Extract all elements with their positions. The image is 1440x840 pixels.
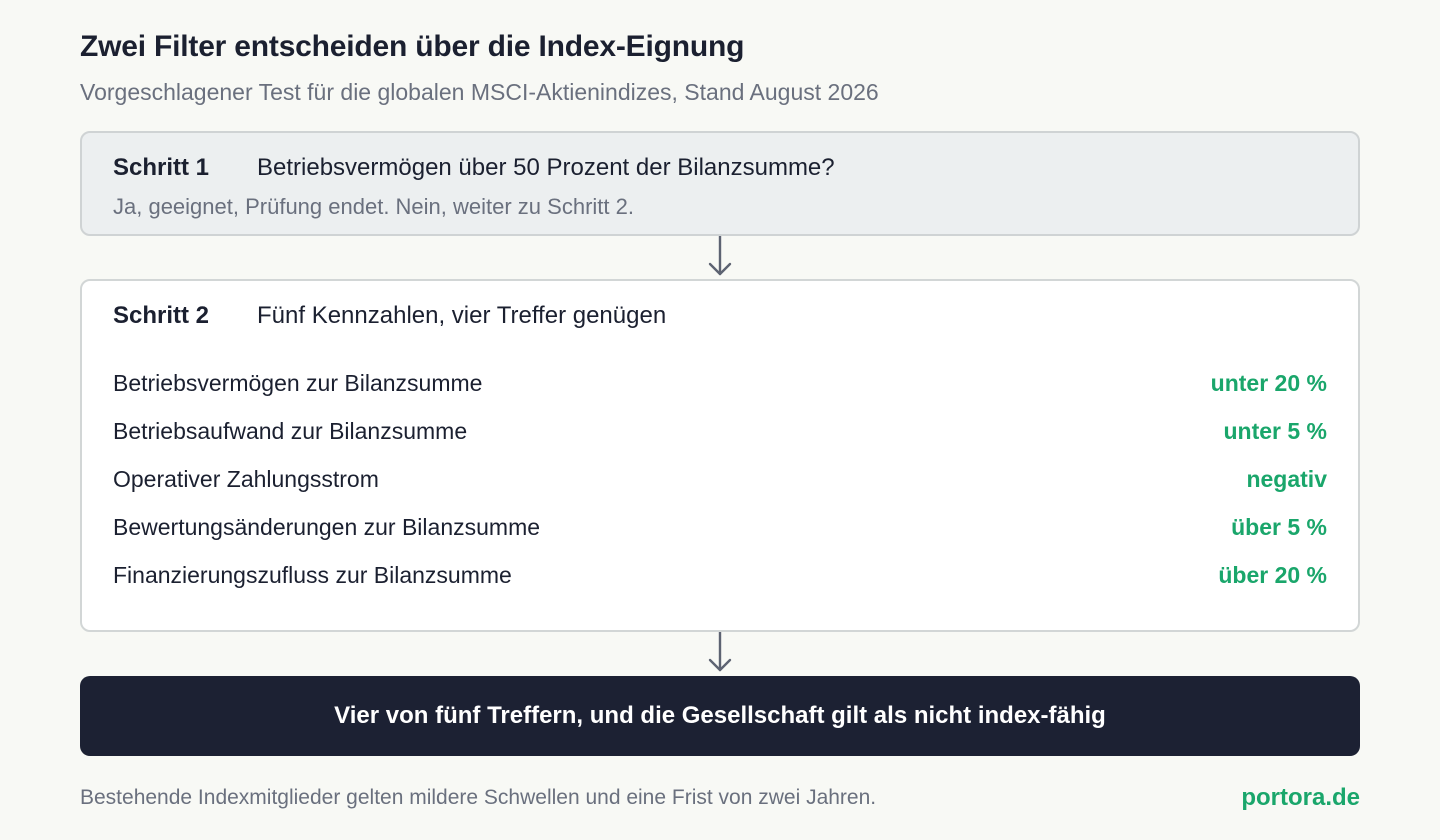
result-text: Vier von fünf Treffern, und die Gesellsc…: [334, 702, 1106, 729]
criteria-list: Betriebsvermögen zur Bilanzsumme unter 2…: [113, 359, 1327, 599]
criterion-name: Betriebsvermögen zur Bilanzsumme: [113, 369, 483, 396]
step-2-box: Schritt 2 Fünf Kennzahlen, vier Treffer …: [80, 279, 1360, 632]
criterion-threshold: unter 20 %: [1210, 369, 1327, 396]
criterion-name: Bewertungsänderungen zur Bilanzsumme: [113, 513, 541, 540]
page-title: Zwei Filter entscheiden über die Index-E…: [80, 30, 745, 63]
criterion-threshold: über 20 %: [1218, 561, 1327, 588]
criterion-name: Operativer Zahlungsstrom: [113, 465, 379, 492]
criterion-row: Betriebsvermögen zur Bilanzsumme unter 2…: [113, 359, 1327, 407]
criterion-threshold: unter 5 %: [1223, 417, 1327, 444]
step-1-question: Betriebsvermögen über 50 Prozent der Bil…: [257, 154, 835, 181]
step-1-box: Schritt 1 Betriebsvermögen über 50 Proze…: [80, 131, 1360, 236]
criterion-name: Finanzierungszufluss zur Bilanzsumme: [113, 561, 512, 588]
criterion-threshold: negativ: [1246, 465, 1327, 492]
criterion-row: Finanzierungszufluss zur Bilanzsumme übe…: [113, 551, 1327, 599]
footnote: Bestehende Indexmitglieder gelten milder…: [80, 786, 877, 809]
criterion-name: Betriebsaufwand zur Bilanzsumme: [113, 417, 468, 444]
step-2-question: Fünf Kennzahlen, vier Treffer genügen: [257, 302, 667, 329]
criterion-row: Operativer Zahlungsstrom negativ: [113, 455, 1327, 503]
criterion-row: Bewertungsänderungen zur Bilanzsumme übe…: [113, 503, 1327, 551]
arrow-down-icon: [708, 632, 732, 672]
arrow-down-icon: [708, 236, 732, 276]
step-1-note: Ja, geeignet, Prüfung endet. Nein, weite…: [113, 194, 634, 219]
criterion-threshold: über 5 %: [1231, 513, 1327, 540]
result-box: Vier von fünf Treffern, und die Gesellsc…: [80, 676, 1360, 756]
brand-logo-text: portora.de: [1241, 784, 1360, 811]
step-1-label: Schritt 1: [113, 154, 210, 181]
step-2-label: Schritt 2: [113, 302, 210, 329]
criterion-row: Betriebsaufwand zur Bilanzsumme unter 5 …: [113, 407, 1327, 455]
page-subtitle: Vorgeschlagener Test für die globalen MS…: [80, 79, 879, 105]
